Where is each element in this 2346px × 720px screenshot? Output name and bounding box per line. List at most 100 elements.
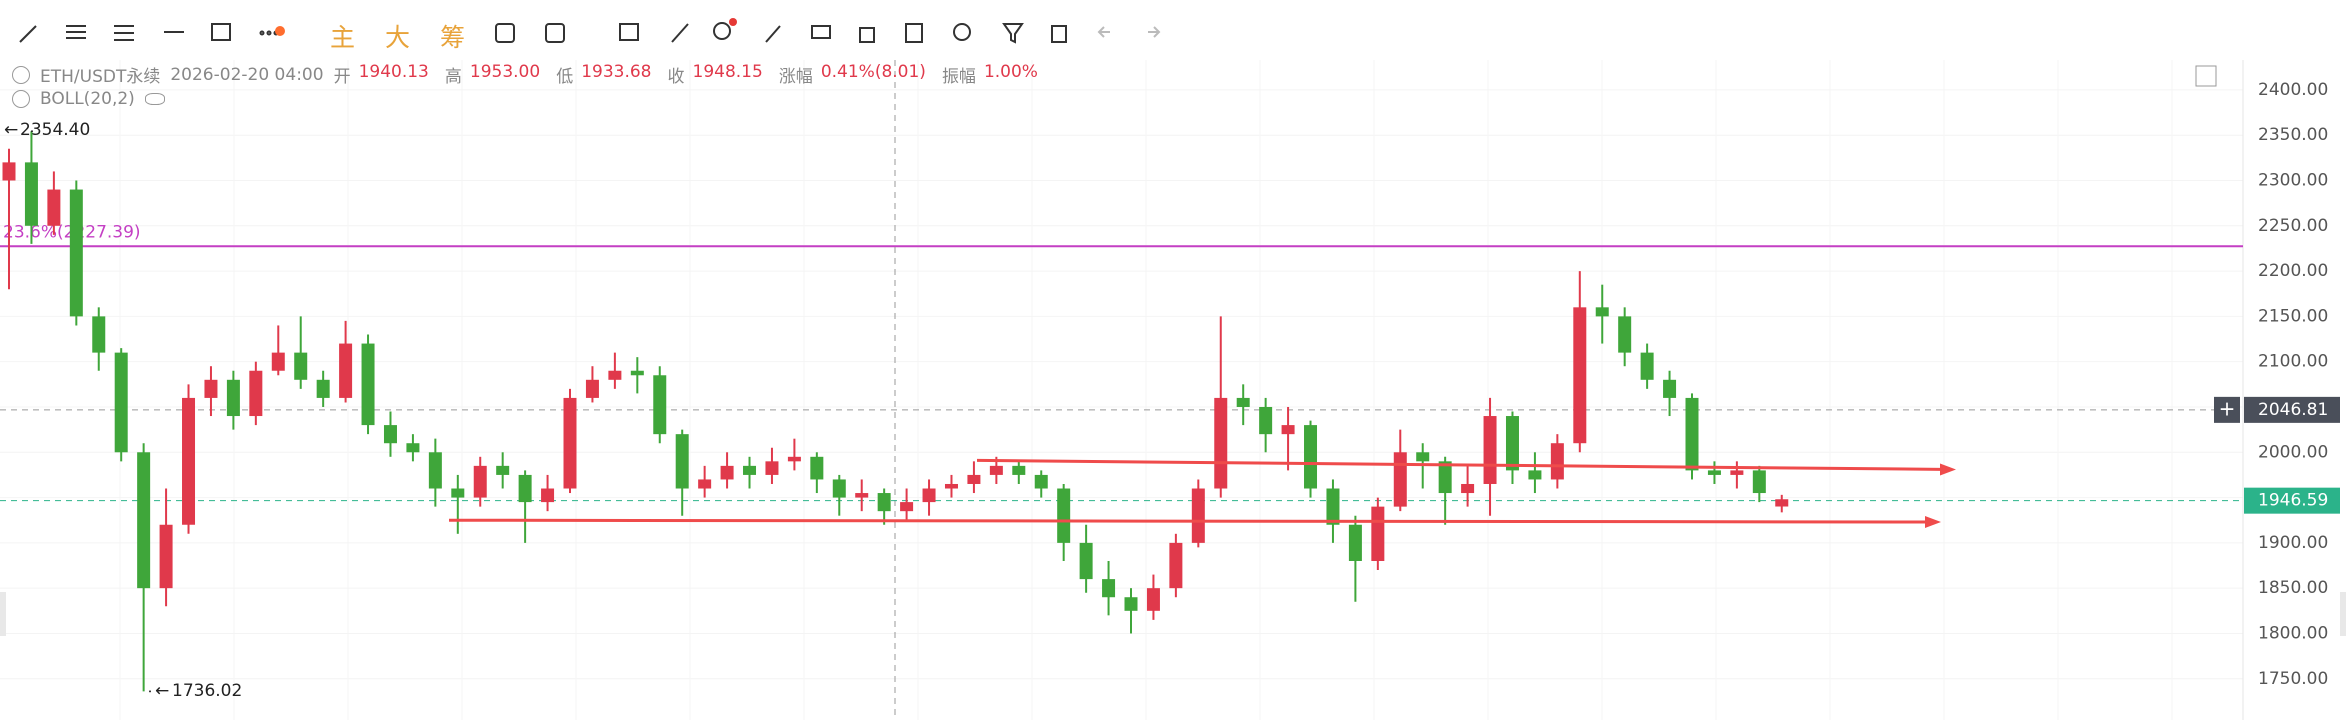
- ohlc-label: 振幅: [941, 67, 976, 87]
- candle-body: [1102, 579, 1116, 598]
- collapse-icon[interactable]: [12, 65, 30, 84]
- badge: [275, 26, 285, 36]
- side-tab[interactable]: [0, 592, 6, 636]
- max-marker: [31, 130, 33, 133]
- candle-body: [1146, 588, 1160, 611]
- candle-body: [1191, 488, 1205, 543]
- candle-body: [1550, 443, 1564, 480]
- candle-body: [1505, 416, 1519, 471]
- candle-body: [159, 524, 173, 589]
- candle-body: [653, 375, 667, 435]
- candle-body: [787, 456, 801, 462]
- candle-body: [900, 502, 914, 512]
- candle-body: [1438, 461, 1452, 494]
- candle-body: [1214, 397, 1228, 489]
- ohlc-value: 1.00%: [983, 62, 1038, 82]
- candle-body: [743, 465, 757, 475]
- candle-body: [249, 370, 263, 417]
- y-tick-label: 1750.00: [2258, 669, 2328, 689]
- candle-body: [1034, 474, 1048, 489]
- candle-body: [339, 343, 353, 398]
- y-tick-label: 2250.00: [2258, 216, 2328, 236]
- y-tick-label: 2000.00: [2258, 442, 2328, 462]
- candle-body: [428, 452, 442, 489]
- candle-body: [496, 465, 510, 475]
- eye-icon[interactable]: [144, 93, 165, 105]
- side-tab[interactable]: [2340, 592, 2346, 636]
- max-label: 2354.40: [20, 120, 90, 140]
- candle-body: [2, 162, 16, 181]
- candle-body: [967, 474, 981, 484]
- candle-body: [1640, 352, 1654, 380]
- y-tick-label: 2400.00: [2258, 80, 2328, 100]
- collapse-icon[interactable]: [12, 90, 30, 108]
- candle-body: [1057, 488, 1071, 543]
- min-label: 1736.02: [172, 681, 242, 701]
- trend-arrowhead: [1940, 463, 1956, 476]
- candle-body: [675, 434, 689, 489]
- candle-body: [316, 379, 330, 398]
- ohlc: 开 1940.13 高 1953.00 低 1933.68 收 1948.15 涨幅 0.41%(…: [334, 62, 1046, 87]
- ohlc-value: 1933.68: [581, 62, 652, 82]
- candle-body: [1528, 470, 1542, 480]
- y-tick-label: 2300.00: [2258, 170, 2328, 190]
- candle-body: [608, 370, 622, 380]
- ohlc-value: 1953.00: [469, 62, 541, 82]
- candle-body: [1371, 506, 1385, 561]
- toolbar-text: 主 大 筹: [330, 18, 465, 54]
- candle-body: [922, 488, 936, 503]
- symbol: ETH/USDT永续: [40, 67, 161, 87]
- y-tick-label: 2100.00: [2258, 352, 2328, 372]
- last-price-bg: [2244, 487, 2340, 514]
- header-row: ETH/USDT永续 2026-02-20 04:00 开 1940.13 高 195…: [12, 62, 1046, 87]
- arrow-glyph: ←: [155, 681, 169, 701]
- ohlc-label: 开: [333, 67, 351, 87]
- toolbar-button[interactable]: 主: [330, 23, 356, 52]
- toolbar-button[interactable]: 大: [385, 23, 411, 52]
- candle-body: [1730, 470, 1744, 475]
- candle-body: [1348, 524, 1362, 561]
- ohlc-value: 1940.13: [358, 62, 429, 82]
- candle-body: [1483, 416, 1497, 484]
- candle-body: [944, 483, 958, 489]
- candle-body: [1124, 597, 1138, 611]
- ohlc-label: 收: [667, 67, 685, 87]
- candle-body: [1618, 316, 1632, 353]
- y-tick-label: 1800.00: [2258, 623, 2328, 643]
- candle-body: [1573, 307, 1587, 444]
- candle-body: [294, 352, 308, 380]
- candle-body: [451, 488, 465, 498]
- candle-body: [720, 465, 734, 480]
- trend-line: [976, 458, 1953, 471]
- time: 2026-02-20 04:00: [170, 64, 324, 85]
- indicator: BOLL(20,2): [40, 89, 135, 109]
- ohlc-label: 涨幅: [778, 67, 813, 87]
- arrow-glyph: ←: [4, 120, 18, 140]
- candle-body: [182, 397, 196, 525]
- ohlc-label: 高: [444, 67, 462, 87]
- y-tick-label: 1850.00: [2258, 578, 2328, 598]
- candle-body: [1281, 425, 1295, 435]
- candle-body: [1775, 499, 1789, 507]
- candle-body: [855, 493, 869, 498]
- candle-body: [1707, 470, 1721, 475]
- candle-body: [47, 189, 61, 226]
- candle-body: [563, 397, 577, 489]
- candle-body: [810, 456, 824, 480]
- candle-body: [832, 479, 846, 498]
- candle-body: [361, 343, 375, 426]
- candle-body: [1079, 542, 1093, 580]
- ohlc-value: 1948.15: [692, 62, 763, 82]
- candle-body: [1326, 488, 1340, 525]
- candle-body: [406, 443, 420, 453]
- candle-body: [1259, 406, 1273, 435]
- candle-body: [92, 316, 106, 353]
- toolbar-button[interactable]: 筹: [440, 23, 466, 52]
- candle-body: [1416, 452, 1430, 462]
- ohlc-label: 低: [556, 67, 574, 87]
- crosshair-label: 2046.81: [2258, 400, 2328, 420]
- fullscreen-icon[interactable]: [2195, 65, 2217, 87]
- candle-body: [1752, 470, 1766, 494]
